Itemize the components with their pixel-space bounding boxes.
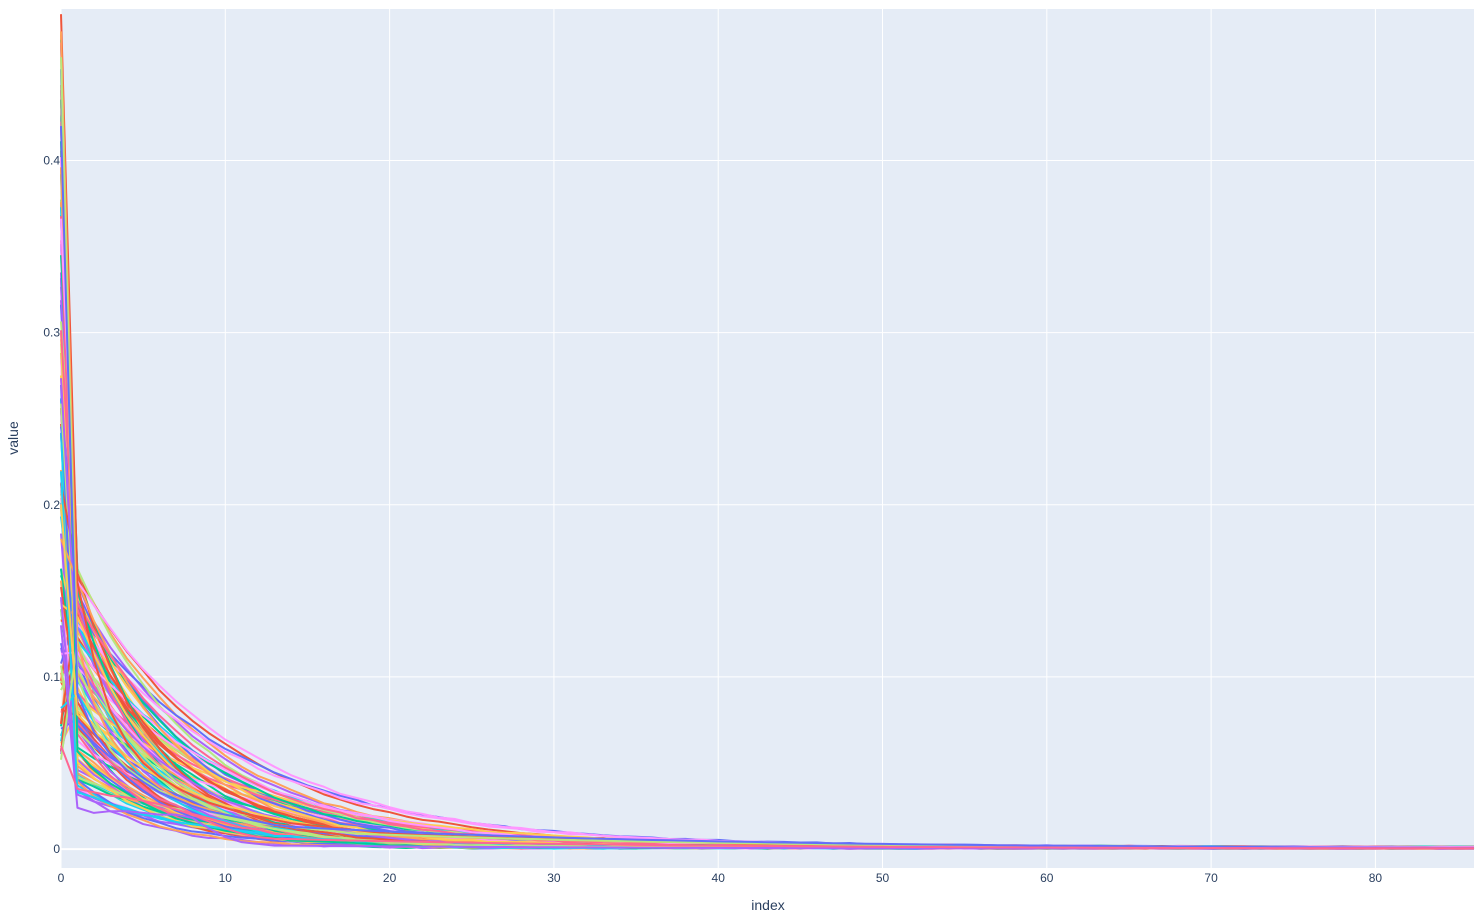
x-tick-label: 0 <box>58 871 65 885</box>
x-axis-ticks: 0 10 20 30 40 50 60 70 80 <box>58 871 1383 885</box>
x-axis-title: index <box>751 897 784 913</box>
y-tick-label: 0.3 <box>43 326 60 340</box>
x-tick-label: 60 <box>1040 871 1054 885</box>
plot-background <box>61 9 1474 868</box>
y-tick-label: 0.1 <box>43 670 60 684</box>
y-axis-title: value <box>5 421 21 455</box>
x-tick-label: 80 <box>1369 871 1383 885</box>
y-tick-label: 0 <box>53 842 60 856</box>
x-tick-label: 20 <box>383 871 397 885</box>
y-tick-label: 0.2 <box>43 498 60 512</box>
x-tick-label: 70 <box>1204 871 1218 885</box>
y-axis-ticks: 0 0.1 0.2 0.3 0.4 <box>43 153 60 856</box>
x-tick-label: 50 <box>876 871 890 885</box>
x-tick-label: 10 <box>219 871 233 885</box>
x-tick-label: 30 <box>547 871 561 885</box>
y-tick-label: 0.4 <box>43 153 60 167</box>
x-tick-label: 40 <box>712 871 726 885</box>
